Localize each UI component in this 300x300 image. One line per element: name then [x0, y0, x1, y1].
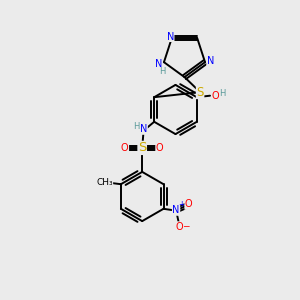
Text: N: N	[207, 56, 214, 66]
Text: −: −	[182, 221, 190, 230]
Text: H: H	[159, 67, 166, 76]
Text: S: S	[138, 141, 146, 154]
Text: O: O	[175, 222, 183, 232]
Text: O: O	[156, 143, 164, 153]
Text: +: +	[178, 200, 185, 209]
Text: CH₃: CH₃	[96, 178, 113, 187]
Text: O: O	[121, 143, 129, 153]
Text: N: N	[167, 32, 174, 41]
Text: O: O	[212, 91, 219, 101]
Text: O: O	[185, 199, 193, 209]
Text: H: H	[133, 122, 140, 131]
Text: N: N	[140, 124, 147, 134]
Text: N: N	[172, 205, 180, 215]
Text: S: S	[196, 85, 204, 99]
Text: N: N	[155, 59, 162, 69]
Text: H: H	[219, 89, 225, 98]
